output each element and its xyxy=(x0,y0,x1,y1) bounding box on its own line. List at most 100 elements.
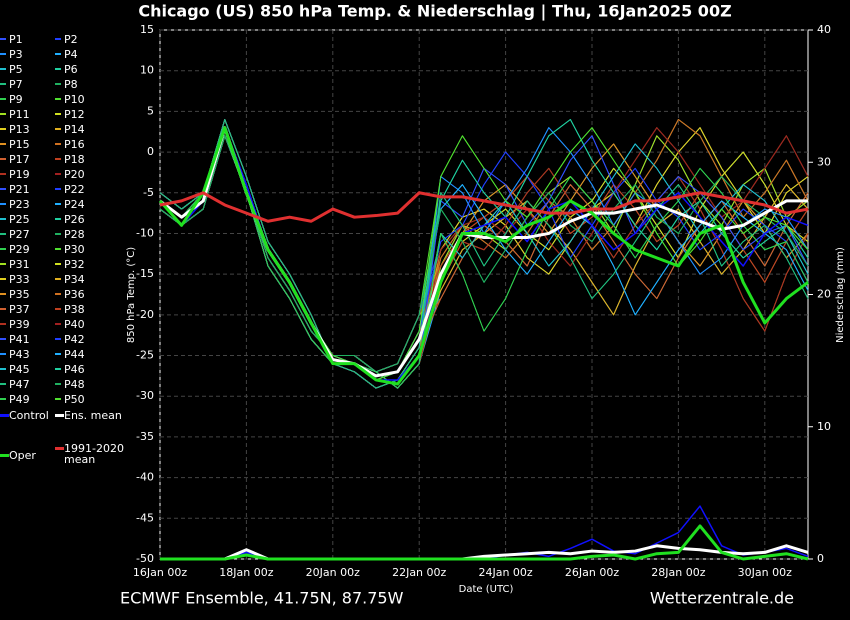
legend-swatch xyxy=(0,368,6,370)
legend-swatch xyxy=(0,338,6,340)
legend-swatch xyxy=(0,383,6,385)
legend-swatch xyxy=(55,447,64,450)
legend-label: P39 xyxy=(9,318,30,331)
temp-line xyxy=(159,119,809,389)
legend-swatch xyxy=(0,278,6,280)
legend-label: P19 xyxy=(9,168,30,181)
legend-label: P22 xyxy=(64,183,85,196)
legend-swatch xyxy=(0,353,6,355)
temp-line xyxy=(159,127,809,381)
x-tick-label: 28Jan 00z xyxy=(651,566,705,579)
legend-swatch xyxy=(55,233,61,235)
legend-swatch xyxy=(55,248,61,250)
legend-swatch xyxy=(0,248,6,250)
legend-label: P4 xyxy=(64,48,78,61)
legend-swatch xyxy=(0,218,6,220)
legend-label: P32 xyxy=(64,258,85,271)
legend-label: P26 xyxy=(64,213,85,226)
legend-swatch xyxy=(0,308,6,310)
legend-label: P36 xyxy=(64,288,85,301)
temp-line xyxy=(159,191,809,223)
temp-line xyxy=(159,119,809,389)
legend-label: P11 xyxy=(9,108,30,121)
x-tick-label: 16Jan 00z xyxy=(133,566,187,579)
legend-label: P33 xyxy=(9,273,30,286)
legend-swatch xyxy=(0,454,9,457)
temp-line xyxy=(159,119,809,389)
y-tick-label: -35 xyxy=(136,430,154,443)
legend-label: P23 xyxy=(9,198,30,211)
y-tick-label: -45 xyxy=(136,511,154,524)
y-tick-label: 0 xyxy=(147,145,154,158)
legend-swatch xyxy=(55,308,61,310)
temp-line xyxy=(159,135,809,373)
legend-label: P34 xyxy=(64,273,85,286)
legend-label: P16 xyxy=(64,138,85,151)
legend-label: P13 xyxy=(9,123,30,136)
legend-swatch xyxy=(55,98,61,100)
temp-line xyxy=(159,119,809,389)
legend-swatch xyxy=(0,323,6,325)
temp-line xyxy=(159,119,809,389)
y-tick-label: -30 xyxy=(136,389,154,402)
legend-label: P43 xyxy=(9,348,30,361)
legend-label: P3 xyxy=(9,48,23,61)
legend-swatch xyxy=(0,293,6,295)
x-tick-label: 18Jan 00z xyxy=(219,566,273,579)
temp-line xyxy=(159,135,809,373)
x-tick-label: 20Jan 00z xyxy=(306,566,360,579)
x-tick-label: 30Jan 00z xyxy=(738,566,792,579)
legend-swatch xyxy=(55,143,61,145)
x-tick-label: 22Jan 00z xyxy=(392,566,446,579)
temp-line xyxy=(159,135,809,373)
temp-line xyxy=(159,127,809,381)
temp-line xyxy=(159,135,809,373)
legend-swatch xyxy=(55,203,61,205)
legend-label: P31 xyxy=(9,258,30,271)
legend-label: P50 xyxy=(64,393,85,406)
temp-line xyxy=(159,135,809,373)
y-tick-label: -20 xyxy=(136,308,154,321)
y2-tick-label: 20 xyxy=(817,288,831,301)
legend-label: P12 xyxy=(64,108,85,121)
legend-swatch xyxy=(55,338,61,340)
y-tick-label: 5 xyxy=(147,104,154,117)
temp-line xyxy=(159,119,809,389)
y-tick-label: -15 xyxy=(136,267,154,280)
legend-label: P14 xyxy=(64,123,85,136)
temp-line xyxy=(159,119,809,389)
legend-label: P20 xyxy=(64,168,85,181)
legend-label: P35 xyxy=(9,288,30,301)
temp-line xyxy=(159,127,809,381)
legend-label: P21 xyxy=(9,183,30,196)
legend-label: P8 xyxy=(64,78,78,91)
legend-swatch xyxy=(55,38,61,40)
legend-label: P29 xyxy=(9,243,30,256)
legend-swatch xyxy=(55,218,61,220)
legend-swatch xyxy=(55,398,61,400)
plot-frame xyxy=(159,29,809,560)
legend-swatch xyxy=(0,113,6,115)
temp-line xyxy=(159,127,809,389)
temp-line xyxy=(159,126,809,381)
legend-swatch xyxy=(55,53,61,55)
temp-line xyxy=(159,119,809,389)
legend-swatch xyxy=(0,188,6,190)
legend-label: 1991-2020 mean xyxy=(64,442,124,466)
temp-line xyxy=(159,119,809,389)
legend-swatch xyxy=(0,398,6,400)
legend-label: P10 xyxy=(64,93,85,106)
y-tick-label: -10 xyxy=(136,226,154,239)
chart-title: Chicago (US) 850 hPa Temp. & Niederschla… xyxy=(138,2,731,22)
legend-label: P17 xyxy=(9,153,30,166)
legend-label: P42 xyxy=(64,333,85,346)
x-axis-label: Date (UTC) xyxy=(459,584,514,595)
legend-label: P15 xyxy=(9,138,30,151)
legend-label: P37 xyxy=(9,303,30,316)
temp-line xyxy=(159,119,809,389)
legend-swatch xyxy=(55,293,61,295)
legend-label: Oper xyxy=(9,449,36,462)
legend-swatch xyxy=(55,68,61,70)
